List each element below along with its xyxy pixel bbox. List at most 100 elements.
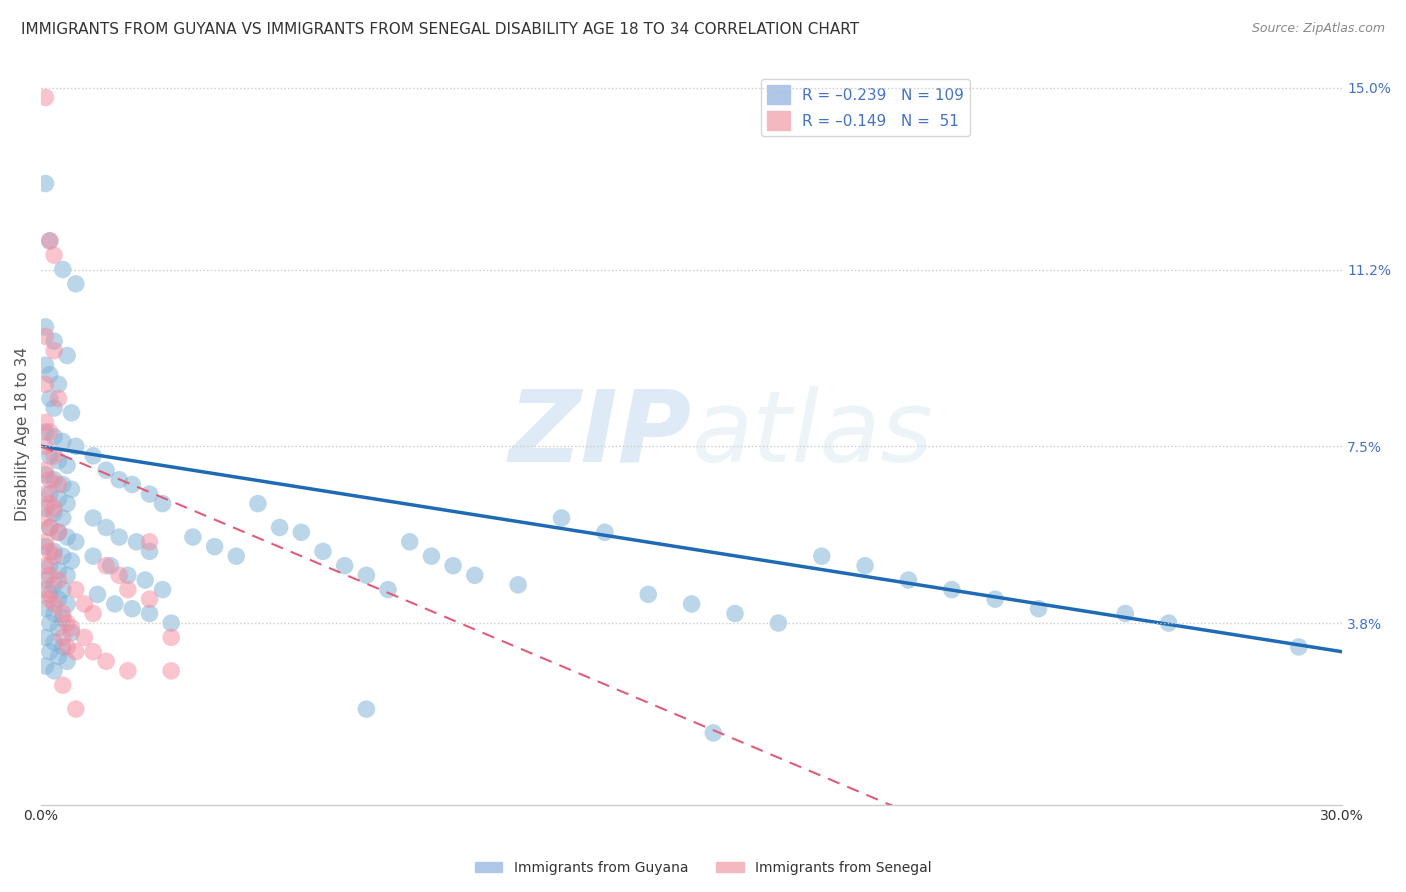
Point (138, 487, 160, 501)
Point (42, 334, 65, 348)
Point (52, 511, 75, 525)
Point (34, 631, 56, 645)
Legend: R = –0.239   N = 109, R = –0.149   N =  51: R = –0.239 N = 109, R = –0.149 N = 51 (761, 79, 970, 136)
Point (117, 582, 139, 597)
Point (121, 601, 143, 615)
Point (34, 463, 56, 477)
Point (108, 568, 131, 582)
Point (593, 525, 616, 540)
Point (290, 525, 312, 540)
Point (60, 554, 83, 568)
Point (398, 534, 420, 549)
Point (65, 439, 87, 453)
Point (160, 664, 183, 678)
Point (42, 597, 65, 611)
Point (56, 349, 79, 363)
Point (34, 573, 56, 587)
Point (121, 477, 143, 491)
Point (48, 392, 70, 406)
Point (52, 631, 75, 645)
Point (377, 582, 399, 597)
Point (60, 625, 83, 640)
Point (34, 177, 56, 191)
Point (108, 473, 131, 487)
Point (204, 540, 226, 554)
Point (138, 607, 160, 621)
Text: Source: ZipAtlas.com: Source: ZipAtlas.com (1251, 22, 1385, 36)
Point (38, 368, 60, 382)
Point (48, 592, 70, 607)
Point (60, 406, 83, 420)
Point (96, 654, 118, 668)
Point (48, 453, 70, 467)
Point (52, 549, 75, 564)
Point (56, 640, 79, 654)
Point (52, 262, 75, 277)
Point (82, 645, 104, 659)
Point (637, 587, 659, 601)
Point (65, 702, 87, 716)
Point (810, 549, 832, 564)
Point (42, 501, 65, 516)
Point (104, 597, 127, 611)
Point (34, 329, 56, 343)
Point (65, 582, 87, 597)
Point (56, 616, 79, 631)
Point (34, 501, 56, 516)
Text: atlas: atlas (692, 386, 934, 483)
Point (356, 568, 378, 582)
Point (1028, 601, 1050, 615)
Point (38, 497, 60, 511)
Point (34, 467, 56, 482)
Point (34, 358, 56, 372)
Point (941, 582, 963, 597)
Point (96, 463, 118, 477)
Point (138, 534, 160, 549)
Point (160, 631, 183, 645)
Point (56, 497, 79, 511)
Point (42, 506, 65, 520)
Point (117, 664, 139, 678)
Point (508, 578, 530, 592)
Point (86, 587, 108, 601)
Point (52, 611, 75, 625)
Point (897, 573, 920, 587)
Point (42, 664, 65, 678)
Point (96, 558, 118, 573)
Point (42, 544, 65, 558)
Point (34, 558, 56, 573)
Point (34, 534, 56, 549)
Point (312, 544, 335, 558)
Point (34, 319, 56, 334)
Point (42, 343, 65, 358)
Point (82, 549, 104, 564)
Point (724, 607, 747, 621)
Point (34, 540, 56, 554)
Point (60, 483, 83, 497)
Point (134, 573, 156, 587)
Point (984, 592, 1007, 607)
Point (702, 726, 724, 740)
Point (108, 530, 131, 544)
Point (73, 631, 96, 645)
Point (65, 645, 87, 659)
Point (42, 635, 65, 649)
Point (56, 654, 79, 668)
Point (34, 659, 56, 673)
Point (56, 568, 79, 582)
Point (1157, 616, 1180, 631)
Point (42, 607, 65, 621)
Point (34, 425, 56, 439)
Point (38, 520, 60, 534)
Point (356, 702, 378, 716)
Point (38, 234, 60, 248)
Point (38, 645, 60, 659)
Point (420, 549, 443, 564)
Point (34, 439, 56, 453)
Text: ZIP: ZIP (509, 386, 692, 483)
Point (117, 568, 139, 582)
Point (681, 597, 703, 611)
Point (38, 558, 60, 573)
Point (34, 511, 56, 525)
Point (34, 487, 56, 501)
